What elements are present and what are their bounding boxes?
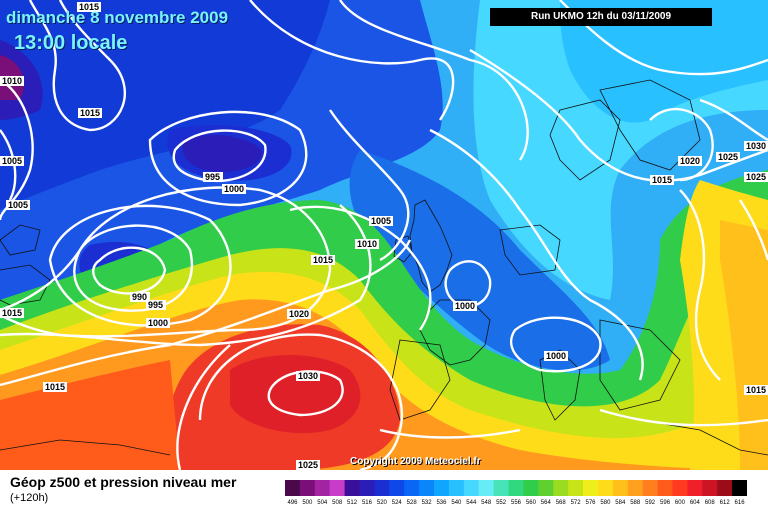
forecast-date-title: dimanche 8 novembre 2009 — [6, 8, 229, 27]
isobar-label: 1020 — [289, 309, 309, 319]
legend-swatch — [463, 480, 480, 496]
legend-value: 596 — [660, 500, 671, 506]
legend-swatch — [523, 480, 539, 496]
legend-swatch — [702, 480, 718, 496]
color-scale-legend: 496 500 504 508 512 516 520 524 528 532 536 540 544 5… — [285, 480, 747, 506]
legend-value: 496 — [287, 500, 298, 506]
legend-swatch — [299, 480, 316, 496]
legend-swatch — [627, 480, 644, 496]
isobar-label: 1025 — [746, 172, 766, 182]
legend-swatch — [597, 480, 614, 496]
forecast-lead-time: (+120h) — [10, 492, 49, 504]
isobar-label: 1015 — [746, 385, 766, 395]
legend-value: 564 — [541, 500, 552, 506]
forecast-time-title: 13:00 locale — [14, 32, 128, 54]
legend-swatch — [448, 480, 465, 496]
isobar-label: 1005 — [371, 216, 391, 226]
legend-swatch — [657, 480, 673, 496]
legend-value: 524 — [392, 500, 403, 506]
legend-swatch — [329, 480, 346, 496]
isobar-label: 1010 — [357, 239, 377, 249]
legend-swatch — [419, 480, 435, 496]
legend-swatch — [478, 480, 495, 496]
isobar-label: 1030 — [746, 141, 766, 151]
legend-swatch — [672, 480, 688, 496]
legend-value: 592 — [645, 500, 656, 506]
legend-swatch — [389, 480, 405, 496]
isobar-label: 995 — [148, 300, 163, 310]
isobar-label: 1015 — [45, 382, 65, 392]
legend-swatch — [493, 480, 510, 496]
copyright-text: Copyright 2009 Meteociel.fr — [350, 456, 481, 467]
legend-value: 584 — [615, 500, 626, 506]
legend-swatch — [344, 480, 361, 496]
legend-value: 512 — [347, 500, 358, 506]
legend-swatch — [538, 480, 554, 496]
isobar-label: 995 — [205, 172, 220, 182]
isobar-label: 1015 — [79, 2, 99, 12]
legend-value: 500 — [302, 500, 313, 506]
legend-swatch — [404, 480, 420, 496]
legend-value: 572 — [571, 500, 582, 506]
legend-swatch — [314, 480, 331, 496]
isobar-label: 1015 — [2, 308, 22, 318]
isobar-label: 1015 — [652, 175, 672, 185]
legend-swatch — [732, 480, 747, 496]
map-title: Géop z500 et pression niveau mer — [10, 474, 237, 490]
isobar-label: 1005 — [8, 200, 28, 210]
legend-swatch — [612, 480, 629, 496]
isobar-label: 1025 — [298, 460, 318, 470]
legend-swatch — [508, 480, 524, 496]
legend-value: 556 — [511, 500, 522, 506]
legend-value: 552 — [496, 500, 507, 506]
legend-value: 504 — [317, 500, 328, 506]
legend-swatch — [285, 480, 301, 496]
legend-value: 612 — [720, 500, 731, 506]
legend-value: 608 — [705, 500, 716, 506]
legend-value: 536 — [436, 500, 447, 506]
legend-swatch — [717, 480, 733, 496]
legend-swatch — [434, 480, 450, 496]
legend-value: 548 — [481, 500, 492, 506]
legend-swatch — [553, 480, 569, 496]
legend-value: 516 — [362, 500, 373, 506]
isobar-label: 1015 — [80, 108, 100, 118]
isobar-label: 1000 — [546, 351, 566, 361]
isobar-label: 1005 — [2, 156, 22, 166]
isobar-label: 1010 — [2, 76, 22, 86]
legend-value: 568 — [556, 500, 567, 506]
legend-value: 604 — [690, 500, 701, 506]
legend-value: 540 — [451, 500, 462, 506]
legend-value: 600 — [675, 500, 686, 506]
legend-value: 508 — [332, 500, 343, 506]
legend-swatch — [374, 480, 390, 496]
legend-value: 588 — [630, 500, 641, 506]
legend-swatch — [687, 480, 703, 496]
legend-value: 576 — [586, 500, 597, 506]
legend-value: 532 — [422, 500, 433, 506]
weather-map: 1015 1010 1015 1005 1005 1015 995 1000 9… — [0, 0, 768, 470]
isobar-label: 1000 — [455, 301, 475, 311]
legend-swatch — [568, 480, 584, 496]
legend-value: 616 — [735, 500, 746, 506]
legend-value: 544 — [466, 500, 477, 506]
legend-swatch — [642, 480, 659, 496]
isobar-label: 1025 — [718, 152, 738, 162]
isobar-label: 990 — [132, 292, 147, 302]
legend-value: 560 — [526, 500, 537, 506]
legend-value: 520 — [377, 500, 388, 506]
isobar-label: 1030 — [298, 371, 318, 381]
legend-swatch — [583, 480, 599, 496]
model-run-label: Run UKMO 12h du 03/11/2009 — [490, 8, 712, 26]
isobar-label: 1000 — [224, 184, 244, 194]
legend-value: 528 — [407, 500, 418, 506]
isobar-label: 1015 — [313, 255, 333, 265]
isobar-label: 1000 — [148, 318, 168, 328]
legend-value: 580 — [600, 500, 611, 506]
legend-swatch — [359, 480, 375, 496]
isobar-label: 1020 — [680, 156, 700, 166]
